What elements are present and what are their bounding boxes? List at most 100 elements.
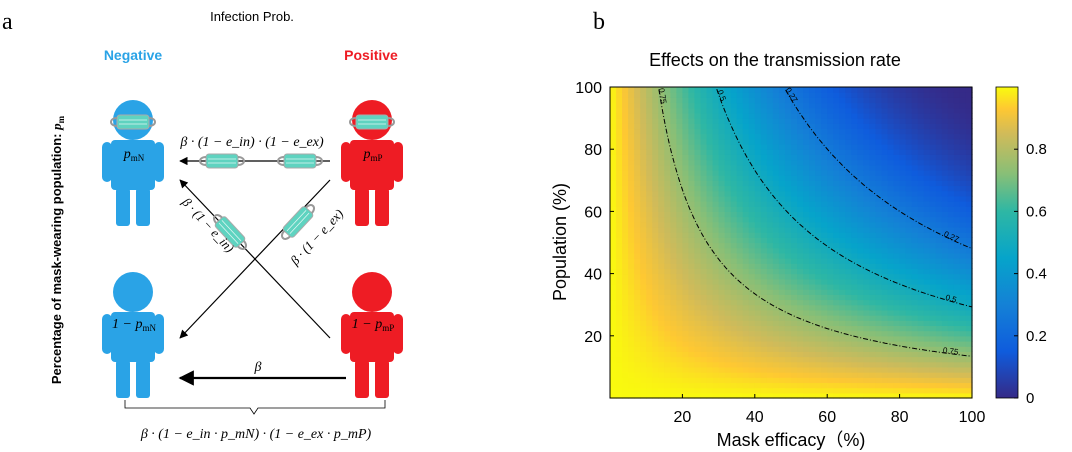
- heatmap-cell: [676, 149, 683, 155]
- heatmap-cell: [706, 118, 714, 124]
- heatmap-cell: [688, 268, 696, 275]
- heatmap-cell: [911, 185, 919, 192]
- heatmap-cell: [706, 263, 714, 270]
- heatmap-cell: [640, 335, 647, 342]
- heatmap-cell: [917, 392, 925, 399]
- heatmap-cell: [700, 102, 708, 109]
- heatmap-cell: [791, 159, 798, 166]
- heatmap-cell: [899, 154, 907, 161]
- heatmap-cell: [905, 356, 913, 363]
- heatmap-cell: [784, 377, 792, 384]
- heatmap-cell: [851, 242, 858, 249]
- heatmap-cell: [688, 159, 696, 166]
- heatmap-cell: [851, 366, 858, 373]
- heatmap-cell: [827, 144, 834, 150]
- heatmap-cell: [754, 144, 762, 150]
- heatmap-cell: [694, 97, 702, 104]
- heatmap-cell: [809, 278, 816, 285]
- heatmap-cell: [881, 392, 889, 399]
- heatmap-cell: [911, 97, 919, 104]
- heatmap-cell: [803, 304, 810, 311]
- heatmap-cell: [730, 309, 738, 316]
- heatmap-cell: [869, 325, 877, 332]
- heatmap-cell: [754, 252, 762, 259]
- heatmap-cell: [784, 237, 792, 244]
- heatmap-cell: [634, 211, 641, 218]
- heatmap-cell: [797, 320, 804, 327]
- heatmap-cell: [760, 221, 768, 228]
- heatmap-cell: [839, 169, 846, 176]
- heatmap-cell: [929, 118, 937, 124]
- heatmap-cell: [610, 190, 617, 197]
- heatmap-cell: [700, 195, 708, 202]
- heatmap-cell: [772, 195, 780, 202]
- heatmap-cell: [676, 112, 683, 119]
- heatmap-cell: [658, 294, 665, 301]
- heatmap-cell: [748, 382, 756, 389]
- heatmap-cell: [863, 294, 871, 301]
- heatmap-cell: [616, 315, 623, 321]
- heatmap-cell: [694, 144, 702, 150]
- heatmap-cell: [784, 372, 792, 378]
- heatmap-cell: [815, 195, 822, 202]
- heatmap-cell: [875, 180, 883, 187]
- heatmap-cell: [730, 382, 738, 389]
- heatmap-cell: [959, 315, 967, 321]
- heatmap-cell: [658, 159, 665, 166]
- heatmap-cell: [676, 382, 683, 389]
- heatmap-cell: [791, 387, 798, 394]
- heatmap-cell: [953, 366, 961, 373]
- heatmap-cell: [700, 138, 708, 145]
- heatmap-cell: [622, 123, 629, 130]
- heatmap-cell: [887, 138, 895, 145]
- heatmap-cell: [911, 325, 919, 332]
- heatmap-cell: [965, 382, 973, 389]
- heatmap-cell: [845, 304, 852, 311]
- heatmap-cell: [706, 315, 714, 321]
- heatmap-cell: [845, 278, 852, 285]
- heatmap-cell: [899, 87, 907, 93]
- heatmap-cell: [760, 346, 768, 352]
- heatmap-cell: [833, 195, 840, 202]
- heatmap-cell: [833, 190, 840, 197]
- heatmap-cell: [863, 382, 871, 389]
- heatmap-cell: [839, 201, 846, 207]
- heatmap-cell: [923, 283, 931, 290]
- heatmap: [610, 87, 973, 399]
- heatmap-cell: [610, 237, 617, 244]
- heatmap-cell: [634, 128, 641, 135]
- heatmap-cell: [869, 258, 877, 264]
- heatmap-cell: [694, 128, 702, 135]
- heatmap-cell: [718, 107, 726, 114]
- heatmap-cell: [905, 252, 913, 259]
- heatmap-cell: [911, 102, 919, 109]
- heatmap-cell: [851, 221, 858, 228]
- heatmap-cell: [791, 154, 798, 161]
- heatmap-cell: [700, 149, 708, 155]
- heatmap-cell: [953, 325, 961, 332]
- heatmap-cell: [947, 304, 955, 311]
- heatmap-cell: [833, 320, 840, 327]
- heatmap-cell: [718, 133, 726, 140]
- heatmap-cell: [941, 149, 949, 155]
- heatmap-cell: [965, 149, 973, 155]
- heatmap-cell: [797, 144, 804, 150]
- heatmap-cell: [658, 351, 665, 358]
- heatmap-cell: [736, 97, 744, 104]
- heatmap-cell: [887, 320, 895, 327]
- heatmap-cell: [718, 392, 726, 399]
- heatmap-cell: [640, 278, 647, 285]
- heatmap-cell: [724, 315, 732, 321]
- heatmap-cell: [676, 102, 683, 109]
- heatmap-cell: [778, 149, 786, 155]
- heatmap-cell: [658, 283, 665, 290]
- heatmap-cell: [778, 289, 786, 295]
- heatmap-cell: [766, 335, 774, 342]
- heatmap-cell: [797, 201, 804, 207]
- heatmap-cell: [815, 226, 822, 233]
- heatmap-cell: [754, 138, 762, 145]
- heatmap-cell: [839, 175, 846, 181]
- heatmap-cell: [965, 351, 973, 358]
- heatmap-cell: [965, 164, 973, 171]
- heatmap-cell: [821, 247, 828, 254]
